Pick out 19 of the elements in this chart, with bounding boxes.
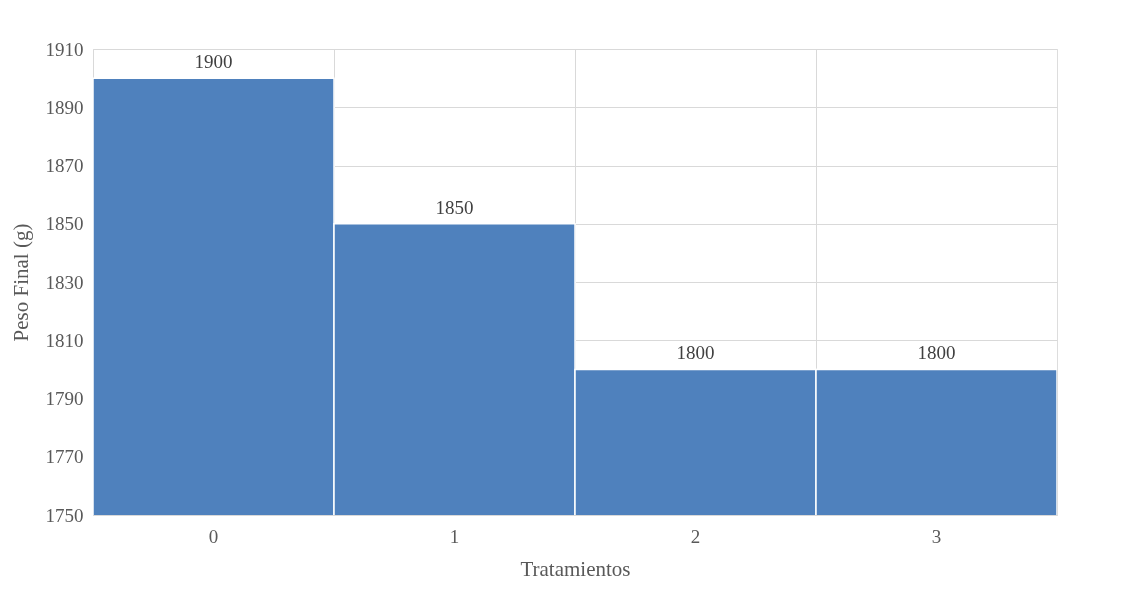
y-tick-label: 1850: [45, 213, 84, 235]
data-label: 1900: [194, 51, 233, 73]
x-tick-label: 3: [931, 525, 942, 547]
x-tick-label: 2: [690, 525, 701, 547]
y-tick-label: 1810: [45, 329, 84, 351]
x-tick-label: 1: [449, 525, 460, 547]
data-label: 1800: [676, 342, 715, 364]
y-tick-label: 1770: [45, 446, 84, 468]
y-tick-label: 1870: [45, 155, 84, 176]
x-axis-title: Tratamientos: [520, 556, 631, 581]
y-tick-label: 1890: [45, 96, 84, 118]
y-tick-label: 1750: [45, 504, 84, 526]
data-label: 1800: [917, 342, 956, 364]
y-axis-title: Peso Final (g): [8, 223, 33, 342]
y-tick-label: 1910: [45, 38, 84, 60]
y-tick-label: 1830: [45, 271, 84, 293]
x-tick-label: 0: [208, 525, 219, 547]
y-tick-label: 1790: [45, 388, 84, 409]
data-label: 1850: [435, 196, 474, 218]
